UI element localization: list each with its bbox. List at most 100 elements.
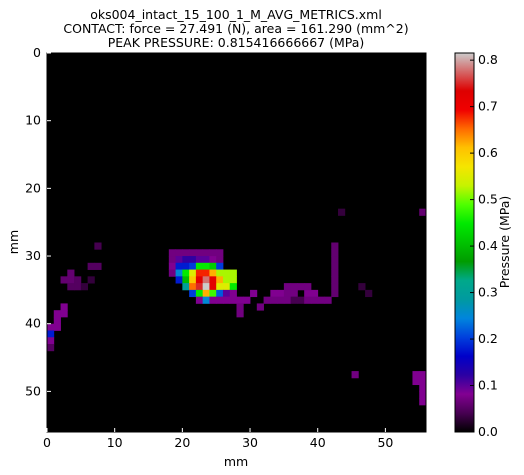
heatmap-cell <box>67 269 75 277</box>
heatmap-cell <box>202 289 210 298</box>
colorbar-tick-label: 0.0 <box>478 424 498 439</box>
heatmap-cell <box>419 377 427 386</box>
heatmap-cell <box>209 249 217 257</box>
heatmap-cell <box>304 296 312 304</box>
heatmap-cell <box>236 310 244 318</box>
heatmap-cell <box>222 283 231 291</box>
x-axis-ticks: 0 10 20 30 40 50 <box>43 428 393 450</box>
heatmap-cell <box>94 242 102 250</box>
y-tick-label: 30 <box>25 248 41 263</box>
heatmap-cell <box>256 303 264 311</box>
y-tick-label: 0 <box>33 45 41 60</box>
heatmap-cell <box>74 276 82 284</box>
heatmap-cell <box>195 256 204 264</box>
heatmap-cell <box>263 296 271 304</box>
heatmap-cell <box>236 303 244 311</box>
title-line-2: CONTACT: force = 27.491 (N), area = 161.… <box>63 21 408 36</box>
y-tick-label: 10 <box>25 113 41 128</box>
heatmap-cell <box>222 289 231 298</box>
heatmap-cell <box>53 323 61 331</box>
heatmap-cell <box>60 276 68 284</box>
heatmap-cell <box>182 276 190 284</box>
heatmap-cell <box>216 269 224 277</box>
heatmap-cell <box>216 262 224 270</box>
heatmap-cell <box>283 289 292 298</box>
heatmap-cell <box>189 262 197 270</box>
heatmap-cell <box>304 289 312 298</box>
colorbar-tick-label: 0.8 <box>478 52 498 67</box>
heatmap-cell <box>222 296 231 304</box>
colorbar-label: Pressure (MPa) <box>497 196 512 289</box>
heatmap-cell <box>67 283 75 291</box>
heatmap-cell <box>168 249 176 257</box>
heatmap-cell <box>175 269 183 277</box>
heatmap-cell <box>209 283 217 291</box>
heatmap-cell <box>87 262 95 270</box>
heatmap-cell <box>209 276 217 284</box>
heatmap-cell <box>310 289 319 298</box>
x-tick-label: 50 <box>377 435 393 450</box>
colorbar-tick-label: 0.4 <box>478 238 498 253</box>
heatmap-cell <box>175 249 183 257</box>
heatmap-cell <box>290 283 298 291</box>
heatmap-cell <box>229 283 237 291</box>
colorbar-tick-label: 0.6 <box>478 145 498 160</box>
heatmap-cell <box>331 283 339 291</box>
heatmap-cell <box>419 384 427 392</box>
heatmap-cell <box>324 296 332 304</box>
heatmap-cell <box>209 289 217 298</box>
heatmap-cell <box>209 296 217 304</box>
heatmap-cell <box>331 262 339 270</box>
heatmap-cell <box>189 283 197 291</box>
heatmap-cell <box>47 344 55 352</box>
heatmap-cell <box>189 249 197 257</box>
heatmap-cell <box>202 283 210 291</box>
heatmap-cell <box>290 296 298 304</box>
heatmap-cell <box>304 283 312 291</box>
colorbar-tick-label: 0.5 <box>478 192 498 207</box>
y-axis-ticks: 0 10 20 30 40 50 <box>25 45 51 398</box>
heatmap-cell <box>182 269 190 277</box>
heatmap-cell <box>331 249 339 257</box>
y-tick-label: 20 <box>25 180 41 195</box>
heatmap-cell <box>229 269 237 277</box>
heatmap-cell <box>47 323 55 331</box>
heatmap-cell <box>202 249 210 257</box>
heatmap-cell <box>222 276 231 284</box>
x-tick-label: 30 <box>242 435 258 450</box>
heatmap-cell <box>216 289 224 298</box>
heatmap-cell <box>277 296 285 304</box>
heatmap-cell <box>270 296 278 304</box>
y-axis-label: mm <box>6 230 21 254</box>
heatmap-cell <box>175 262 183 270</box>
heatmap-cell <box>216 283 224 291</box>
y-tick-label: 40 <box>25 316 41 331</box>
heatmap-cell <box>419 391 427 399</box>
title-line-3: PEAK PRESSURE: 0.815416666667 (MPa) <box>108 35 365 50</box>
heatmap-cell <box>195 289 204 298</box>
heatmap-cell <box>317 296 325 304</box>
heatmap-cell <box>412 371 420 379</box>
heatmap-cell <box>168 256 176 264</box>
heatmap-cell <box>195 276 204 284</box>
chart-title: oks004_intact_15_100_1_M_AVG_METRICS.xml… <box>63 7 408 50</box>
heatmap-cell <box>338 208 346 216</box>
heatmap-cell <box>175 256 183 264</box>
x-axis-label: mm <box>224 454 248 469</box>
heatmap-cell <box>283 283 292 291</box>
heatmap-cell <box>202 256 210 264</box>
heatmap-cell <box>209 262 217 270</box>
heatmap-cell <box>331 276 339 284</box>
colorbar-tick-label: 0.1 <box>478 378 498 393</box>
heatmap-cell <box>270 289 278 298</box>
colorbar-tick-label: 0.2 <box>478 331 498 346</box>
heatmap-cell <box>195 269 204 277</box>
heatmap-cell <box>290 289 298 298</box>
heatmap-cell <box>419 208 427 216</box>
heatmap-cell <box>168 269 176 277</box>
heatmap-cell <box>168 262 176 270</box>
heatmap-cell <box>53 310 61 318</box>
heatmap-cell <box>283 296 292 304</box>
heatmap-cell <box>195 249 204 257</box>
